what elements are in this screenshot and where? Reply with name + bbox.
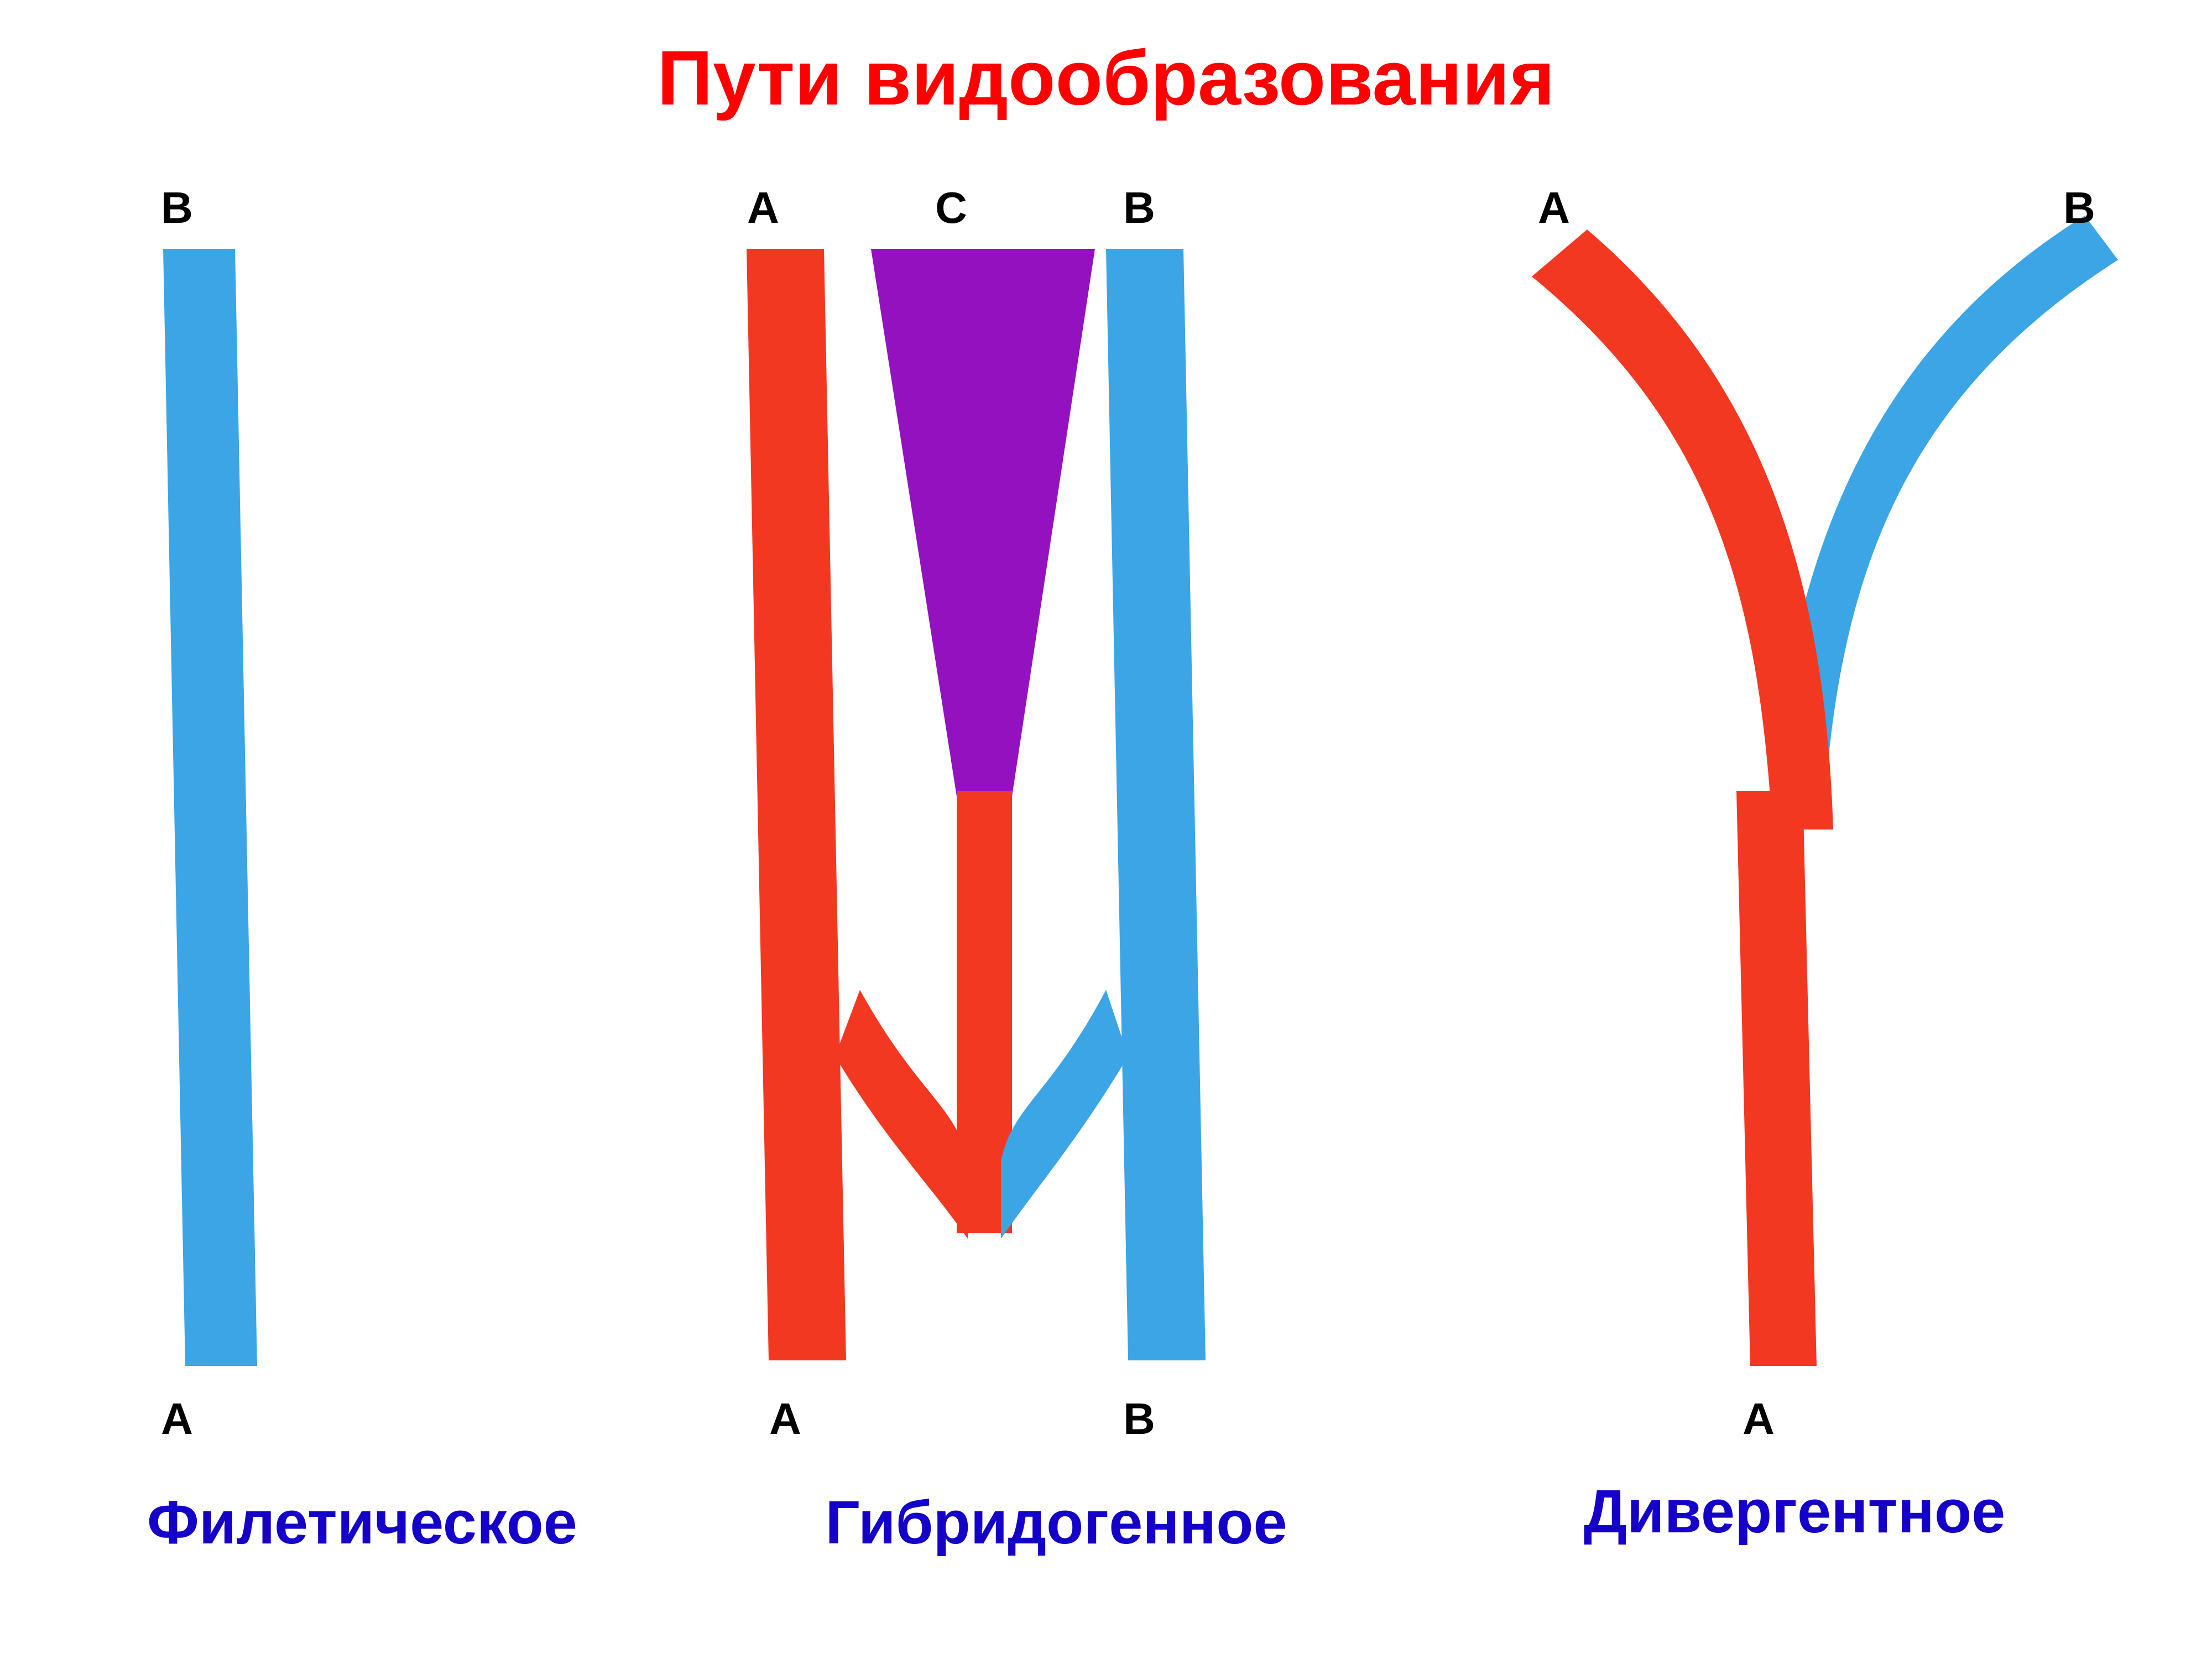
hybrid-left-spur (835, 990, 968, 1239)
diagram-letter-label: A (144, 1394, 210, 1444)
diagram-letter-label: A (730, 182, 796, 233)
phyletic-bar (163, 249, 257, 1366)
page-root: Пути видообразования BAACBABABA Филетиче… (0, 0, 2212, 1659)
divergent-stem (1736, 791, 1817, 1366)
diagram-letter-label: B (2046, 182, 2112, 233)
diagram-caption: Гибридогенное (697, 1488, 1416, 1558)
diagram-letter-label: B (144, 182, 210, 233)
hybrid-left-bar (747, 249, 846, 1360)
hybrid-right-spur (1001, 990, 1128, 1239)
diagram-letter-label: A (1725, 1394, 1792, 1444)
diagram-letter-label: C (918, 182, 984, 233)
hybrid-right-bar (1106, 249, 1206, 1360)
diagram-letter-label: A (1521, 182, 1587, 233)
hybrid-center-wedge (871, 249, 1095, 796)
divergent-left-branch (1532, 229, 1833, 830)
diagram-letter-label: B (1106, 182, 1172, 233)
diagram-letter-label: A (752, 1394, 818, 1444)
diagram-caption: Дивергентное (1449, 1477, 2140, 1547)
diagram-caption: Филетическое (44, 1488, 680, 1558)
diagram-letter-label: B (1106, 1394, 1172, 1444)
